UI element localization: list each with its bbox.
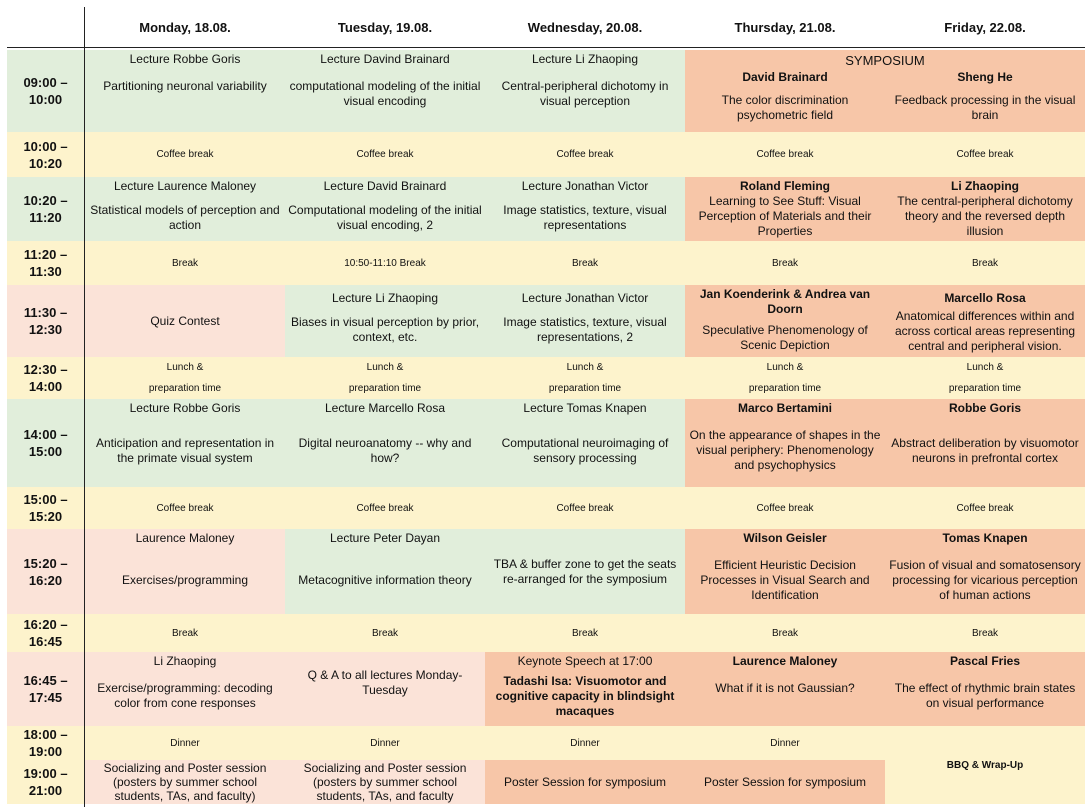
session-cell: Pascal Fries The effect of rhythmic brain…: [885, 652, 1085, 726]
session-cell: Marcello Rosa Anatomical differences with…: [885, 285, 1085, 357]
time-slot: 16:45 –17:45: [7, 652, 84, 726]
talk-title: The color discrimination psychometric fi…: [721, 93, 849, 122]
dinner-cell: Dinner: [85, 726, 285, 760]
lunch-cell: Lunch & preparation time: [885, 357, 1085, 399]
lunch-cell: Lunch & preparation time: [85, 357, 285, 399]
time-slot: 12:30 –14:00: [7, 357, 84, 399]
talk-title: Feedback processing in the visual brain: [894, 93, 1076, 122]
time-slot: 19:00 –21:00: [7, 760, 84, 804]
coffee-break: Coffee break: [685, 132, 885, 177]
session-cell: Lecture David Brainard Computational mode…: [285, 177, 485, 241]
day-header-monday: Monday, 18.08.: [139, 20, 231, 35]
day-header-friday: Friday, 22.08.: [944, 20, 1026, 35]
day-header-tuesday: Tuesday, 19.08.: [337, 20, 433, 35]
session-cell: TBA & buffer zone to get the seats re-ar…: [485, 529, 685, 614]
time-slot: 11:30 –12:30: [7, 285, 84, 357]
day-header-thursday: Thursday, 21.08.: [734, 20, 836, 35]
session-cell: Q & A to all lectures Monday-Tuesday: [285, 652, 485, 726]
session-cell: Keynote Speech at 17:00 Tadashi Isa: Visu…: [485, 652, 685, 726]
session-cell: Laurence Maloney What if it is not Gaussi…: [685, 652, 885, 726]
symposium-block: SYMPOSIUM David Brainard The color discri…: [685, 50, 1085, 132]
session-cell: Wilson Geisler Efficient Heuristic Decisi…: [685, 529, 885, 614]
session-cell: Roland Fleming Learning to See Stuff: Vis…: [685, 177, 885, 241]
speaker-name: Sheng He: [957, 70, 1013, 84]
break-cell: 10:50-11:10 Break: [285, 241, 485, 285]
session-cell: Lecture Davind Brainard computational mod…: [285, 50, 485, 132]
session-cell: Lecture Laurence Maloney Statistical mode…: [85, 177, 285, 241]
coffee-break: Coffee break: [485, 132, 685, 177]
session-cell: Lecture Marcello Rosa Digital neuroanatom…: [285, 399, 485, 487]
session-cell: Li Zhaoping The central-peripheral dichot…: [885, 177, 1085, 241]
bbq-wrapup-cell: BBQ & Wrap-Up: [885, 726, 1085, 804]
session-cell: Laurence Maloney Exercises/programming: [85, 529, 285, 614]
session-cell: Marco Bertamini On the appearance of shap…: [685, 399, 885, 487]
session-cell: Jan Koenderink & Andrea van Doorn Specula…: [685, 285, 885, 357]
break-cell: Break: [685, 241, 885, 285]
time-slot: 10:20 –11:20: [7, 177, 84, 241]
time-slot: 15:20 –16:20: [7, 529, 84, 614]
session-cell: Tomas Knapen Fusion of visual and somatos…: [885, 529, 1085, 614]
coffee-break: Coffee break: [285, 132, 485, 177]
time-slot: 09:00 –10:00: [7, 50, 84, 132]
symposium-title: SYMPOSIUM: [845, 53, 925, 68]
column-divider: [84, 7, 85, 807]
session-cell: Lecture Jonathan Victor Image statistics,…: [485, 177, 685, 241]
break-cell: Break: [885, 241, 1085, 285]
session-cell: Lecture Robbe Goris Partitioning neuronal…: [85, 50, 285, 132]
poster-session-cell: Poster Session for symposium: [685, 760, 885, 804]
lunch-cell: Lunch & preparation time: [285, 357, 485, 399]
break-cell: Break: [485, 241, 685, 285]
speaker-name: David Brainard: [742, 70, 828, 84]
time-slot: 11:20 –11:30: [7, 241, 84, 285]
time-slot: 15:00 –15:20: [7, 487, 84, 529]
time-slot: 16:20 –16:45: [7, 614, 84, 652]
lunch-cell: Lunch & preparation time: [685, 357, 885, 399]
time-slot: 10:00 –10:20: [7, 132, 84, 177]
poster-session-cell: Socializing and Poster session (posters …: [85, 760, 285, 804]
session-cell: Lecture Tomas Knapen Computational neuroi…: [485, 399, 685, 487]
break-cell: Break: [85, 241, 285, 285]
poster-session-cell: Poster Session for symposium: [485, 760, 685, 804]
session-cell: Li Zhaoping Exercise/programming: decodin…: [85, 652, 285, 726]
coffee-break: Coffee break: [285, 487, 485, 529]
coffee-break: Coffee break: [885, 132, 1085, 177]
coffee-break: Coffee break: [85, 132, 285, 177]
session-cell: Lecture Jonathan Victor Image statistics,…: [485, 285, 685, 357]
session-cell: Robbe Goris Abstract deliberation by visu…: [885, 399, 1085, 487]
session-cell: Lecture Peter Dayan Metacognitive informa…: [285, 529, 485, 614]
coffee-break: Coffee break: [485, 487, 685, 529]
lunch-cell: Lunch & preparation time: [485, 357, 685, 399]
time-slot: 18:00 –19:00: [7, 726, 84, 760]
session-cell: Lecture Li Zhaoping Central-peripheral di…: [485, 50, 685, 132]
coffee-break: Coffee break: [85, 487, 285, 529]
break-cell: Break: [685, 614, 885, 652]
dinner-cell: Dinner: [485, 726, 685, 760]
coffee-break: Coffee break: [685, 487, 885, 529]
poster-session-cell: Socializing and Poster session (posters …: [285, 760, 485, 804]
time-slot: 14:00 –15:00: [7, 399, 84, 487]
break-cell: Break: [485, 614, 685, 652]
break-cell: Break: [885, 614, 1085, 652]
break-cell: Break: [285, 614, 485, 652]
session-cell: Quiz Contest: [85, 285, 285, 357]
dinner-cell: Dinner: [285, 726, 485, 760]
session-cell: Lecture Li Zhaoping Biases in visual perc…: [285, 285, 485, 357]
header-divider: [7, 47, 1085, 48]
day-header-wednesday: Wednesday, 20.08.: [527, 20, 643, 35]
dinner-cell: Dinner: [685, 726, 885, 760]
break-cell: Break: [85, 614, 285, 652]
session-cell: Lecture Robbe Goris Anticipation and repr…: [85, 399, 285, 487]
coffee-break: Coffee break: [885, 487, 1085, 529]
